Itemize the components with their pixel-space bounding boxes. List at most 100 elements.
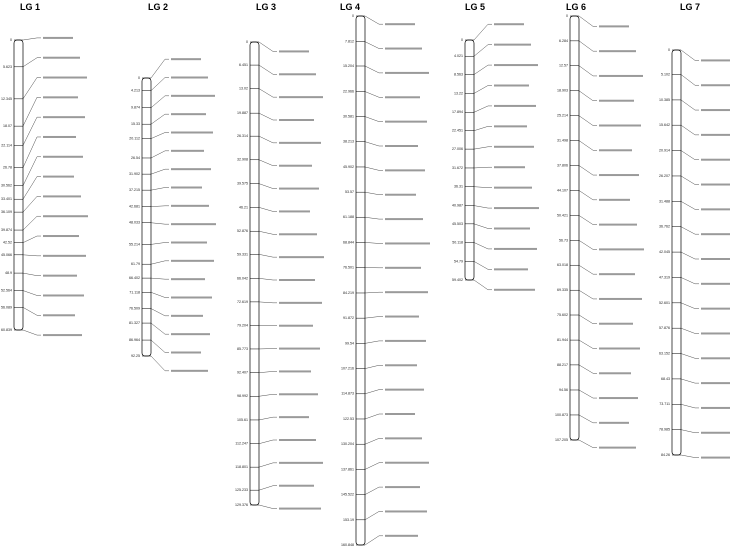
marker-name-placeholder <box>43 36 73 39</box>
marker-name-placeholder <box>599 421 629 424</box>
group-title: LG 5 <box>465 2 485 12</box>
position-label: 114.873 <box>341 392 354 396</box>
marker-name-placeholder <box>279 187 319 190</box>
connector <box>473 205 489 209</box>
linkage-group: LG 3 0 6.451 13.02 19.887 26.314 32.908 39.575 4… <box>235 2 324 510</box>
marker-name-placeholder <box>701 208 730 211</box>
position-label: 145.522 <box>341 493 354 497</box>
connector <box>680 429 696 433</box>
marker-name-placeholder <box>385 242 430 245</box>
marker-name-placeholder <box>43 314 75 317</box>
marker-name-placeholder <box>43 76 87 79</box>
marker-name-placeholder <box>494 64 538 67</box>
position-label: 31.498 <box>557 139 568 143</box>
marker-name-placeholder <box>171 204 209 207</box>
connector <box>258 439 274 444</box>
marker-name-placeholder <box>701 109 730 112</box>
marker-name-placeholder <box>43 175 74 178</box>
marker-name-placeholder <box>385 534 418 537</box>
position-label: 50.421 <box>557 213 568 217</box>
marker-name-placeholder <box>494 125 527 128</box>
connector <box>364 292 380 294</box>
position-label: 56.73 <box>559 238 568 242</box>
position-label: 39.575 <box>237 182 248 186</box>
position-label: 38.213 <box>343 140 354 144</box>
position-label: 0 <box>668 48 670 52</box>
position-label: 122.53 <box>343 417 354 421</box>
position-label: 160.848 <box>341 543 354 547</box>
marker-name-placeholder <box>494 145 534 148</box>
marker-name-placeholder <box>494 23 524 26</box>
position-label: 33.401 <box>1 197 12 201</box>
marker-name-placeholder <box>385 71 429 74</box>
position-label: 52.601 <box>659 301 670 305</box>
marker-name-placeholder <box>494 247 537 250</box>
connector <box>22 254 38 257</box>
marker-name-placeholder <box>701 431 730 434</box>
connector <box>473 279 489 290</box>
connector <box>258 371 274 373</box>
position-label: 94.56 <box>559 388 568 392</box>
marker-name-placeholder <box>385 266 421 269</box>
marker-name-placeholder <box>279 279 315 281</box>
position-label: 0 <box>10 38 12 42</box>
position-label: 52.876 <box>237 229 248 233</box>
position-label: 22.451 <box>452 129 463 133</box>
connector <box>150 339 166 353</box>
position-label: 130.204 <box>341 442 354 446</box>
connector <box>22 329 38 336</box>
marker-name-placeholder <box>171 113 206 116</box>
connector <box>258 504 274 509</box>
marker-name-placeholder <box>385 510 427 513</box>
position-label: 100.873 <box>555 413 568 417</box>
marker-name-placeholder <box>171 314 203 317</box>
marker-name-placeholder <box>279 393 318 396</box>
marker-name-placeholder <box>701 282 730 285</box>
marker-name-placeholder <box>385 437 422 440</box>
connector <box>473 64 489 75</box>
position-label: 73.711 <box>659 402 670 406</box>
connector <box>22 136 38 168</box>
position-label: 26.78 <box>3 166 12 170</box>
marker-name-placeholder <box>701 382 730 385</box>
chromosome-bar <box>355 15 366 546</box>
connector <box>473 261 489 270</box>
marker-name-placeholder <box>701 456 730 459</box>
chromosome-bar <box>464 39 475 281</box>
connector <box>578 40 594 52</box>
marker-name-placeholder <box>385 47 422 50</box>
connector <box>150 114 166 125</box>
position-label: 68.844 <box>343 240 354 244</box>
marker-name-placeholder <box>171 351 201 354</box>
connector <box>258 231 274 235</box>
connector <box>680 328 696 334</box>
position-label: 45.066 <box>1 253 12 257</box>
marker-name-placeholder <box>279 347 320 350</box>
position-label: 48.033 <box>129 221 140 225</box>
marker-name-placeholder <box>279 96 323 99</box>
connector <box>578 165 594 176</box>
position-label: 45.503 <box>452 222 463 226</box>
position-label: 112.247 <box>235 442 248 446</box>
position-label: 50.118 <box>452 240 463 244</box>
position-label: 12.345 <box>1 97 12 101</box>
marker-name-placeholder <box>599 297 642 300</box>
connector <box>364 217 380 220</box>
linkage-group: LG 2 0 4.213 9.874 15.33 20.112 26.54 31.902 37.… <box>129 2 216 372</box>
marker-name-placeholder <box>43 195 81 198</box>
connector <box>150 169 166 175</box>
marker-name-placeholder <box>171 94 215 97</box>
linkage-group: LG 6 0 6.284 12.57 18.903 25.214 31.498 37.806 4… <box>555 2 644 449</box>
connector <box>258 113 274 121</box>
connector <box>258 88 274 98</box>
marker-name-placeholder <box>701 406 730 409</box>
connector <box>578 215 594 225</box>
marker-name-placeholder <box>701 84 730 87</box>
marker-name-placeholder <box>701 183 730 186</box>
marker-name-placeholder <box>171 168 211 171</box>
marker-name-placeholder <box>701 59 730 62</box>
connector <box>150 260 166 265</box>
marker-name-placeholder <box>43 334 82 337</box>
connector <box>150 150 166 159</box>
